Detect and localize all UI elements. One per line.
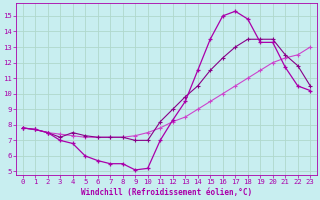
X-axis label: Windchill (Refroidissement éolien,°C): Windchill (Refroidissement éolien,°C) [81,188,252,197]
